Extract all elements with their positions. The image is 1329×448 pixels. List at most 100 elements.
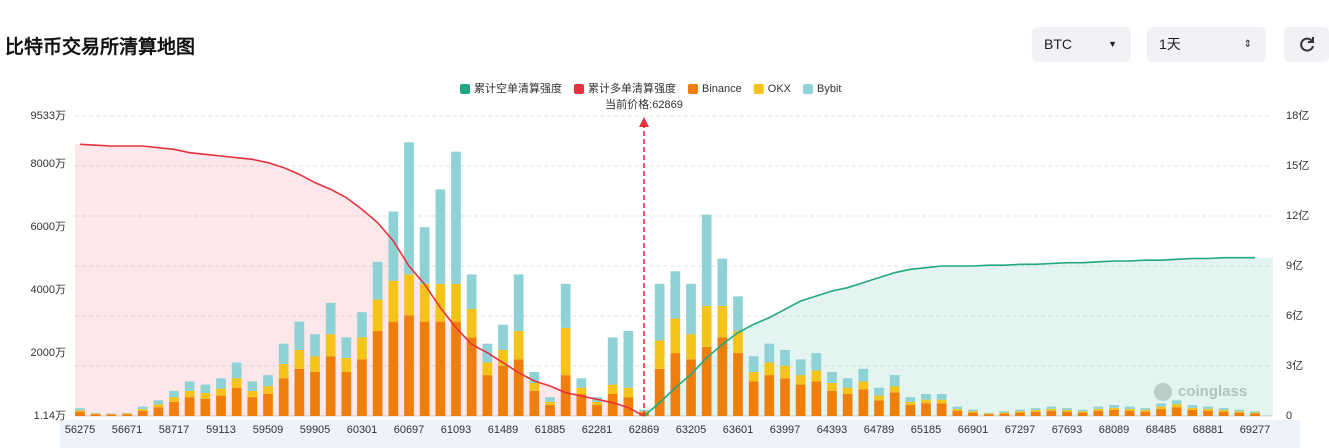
line-area xyxy=(75,144,644,417)
bar-segment xyxy=(466,337,477,416)
bar-segment xyxy=(968,411,978,413)
bar-segment xyxy=(858,368,869,382)
bar-segment xyxy=(513,274,524,332)
bar-segment xyxy=(278,343,289,365)
bar-segment xyxy=(1030,408,1041,411)
bar-segment xyxy=(404,142,414,275)
bar-segment xyxy=(654,283,665,341)
bar-segment xyxy=(905,401,916,406)
x-tick-label: 63205 xyxy=(676,424,707,436)
x-tick-label: 59509 xyxy=(253,424,284,436)
bar-segment xyxy=(310,371,320,416)
range-select[interactable]: 1天 ⇕ xyxy=(1147,27,1266,62)
bar-segment xyxy=(1077,412,1088,416)
bar-segment xyxy=(404,274,414,316)
y-tick-label: 6000万 xyxy=(31,221,66,233)
bar-segment xyxy=(936,403,947,416)
bar-segment xyxy=(1218,408,1229,411)
bar-segment xyxy=(216,388,226,396)
bar-segment xyxy=(623,387,634,398)
bar-segment xyxy=(670,271,681,319)
bar-segment xyxy=(1046,410,1057,416)
x-tick-label: 60697 xyxy=(394,424,425,436)
bar-segment xyxy=(137,409,148,411)
bar-segment xyxy=(717,305,728,338)
bar-segment xyxy=(874,395,884,401)
line xyxy=(643,256,1255,417)
bar-segment xyxy=(654,340,665,369)
y2-tick-label: 0 xyxy=(1286,410,1292,422)
x-tick-label: 65185 xyxy=(911,424,942,436)
bar-segment xyxy=(1093,406,1104,409)
bar-segment xyxy=(795,384,806,416)
bar-segment xyxy=(1109,405,1119,408)
refresh-button[interactable] xyxy=(1284,27,1329,62)
x-tick-label: 68881 xyxy=(1193,424,1224,436)
bar-segment xyxy=(372,331,383,416)
bar-segment xyxy=(874,400,884,416)
bar-segment xyxy=(592,401,602,406)
bar-segment xyxy=(717,337,728,416)
bar-segment xyxy=(748,371,759,382)
bar-segment xyxy=(1015,409,1025,412)
bar-segment xyxy=(451,321,461,416)
x-tick-label: 58717 xyxy=(159,424,190,436)
bar-segment xyxy=(576,394,587,416)
coin-select[interactable]: BTC ▼ xyxy=(1032,27,1131,62)
y2-tick-label: 15亿 xyxy=(1286,159,1309,172)
page-title: 比特币交易所清算地图 xyxy=(5,37,196,58)
bar-segment xyxy=(325,334,336,357)
bar-segment xyxy=(733,353,743,416)
bar-segment xyxy=(435,321,446,416)
bar-segment xyxy=(780,365,790,379)
bar-segment xyxy=(654,368,665,416)
line xyxy=(79,143,645,417)
x-tick-label: 62869 xyxy=(629,424,660,436)
bar-segment xyxy=(498,349,508,366)
bar-segment xyxy=(216,378,226,389)
bar-segment xyxy=(513,331,524,360)
bar-segment xyxy=(858,389,869,416)
bar-segment xyxy=(1015,411,1025,413)
x-tick-label: 64393 xyxy=(817,424,848,436)
bar-segment xyxy=(372,261,383,300)
bar-segment xyxy=(1234,409,1245,412)
bar-segment xyxy=(701,305,712,347)
bar-segment xyxy=(748,381,759,416)
bar-segment xyxy=(842,394,853,416)
bar-segment xyxy=(466,274,477,310)
bar-segment xyxy=(686,334,696,360)
y-tick-label: 4000万 xyxy=(31,284,66,296)
bar-segment xyxy=(294,321,305,350)
bar-segment xyxy=(325,302,336,335)
bar-segment xyxy=(278,378,289,416)
bar-segment xyxy=(529,371,540,383)
bar-segment xyxy=(498,324,508,350)
bar-segment xyxy=(263,394,273,416)
y2-tick-label: 18亿 xyxy=(1286,109,1309,122)
bar-segment xyxy=(1187,407,1198,410)
bar-segment xyxy=(1218,411,1229,416)
bar-segment xyxy=(560,327,571,376)
bar-segment xyxy=(184,381,195,391)
bar-segment xyxy=(952,406,963,410)
bar-segment xyxy=(1171,400,1182,405)
bar-segment xyxy=(968,412,978,416)
bar-segment xyxy=(169,401,179,416)
x-tick-label: 56275 xyxy=(65,424,96,436)
bar-segment xyxy=(952,410,963,416)
bar-segment xyxy=(607,394,618,416)
bar-segment xyxy=(75,410,85,412)
bar-segment xyxy=(889,392,900,416)
bar-segment xyxy=(513,359,524,416)
y2-tick-label: 6亿 xyxy=(1286,309,1303,322)
bar-segment xyxy=(1203,406,1213,409)
x-tick-label: 61093 xyxy=(441,424,472,436)
bar-segment xyxy=(529,390,540,416)
x-tick-label: 61885 xyxy=(535,424,566,436)
caret: ▼ xyxy=(1108,39,1117,49)
bar-segment xyxy=(1140,411,1151,416)
bar-segment xyxy=(90,412,101,414)
bar-segment xyxy=(842,378,853,388)
